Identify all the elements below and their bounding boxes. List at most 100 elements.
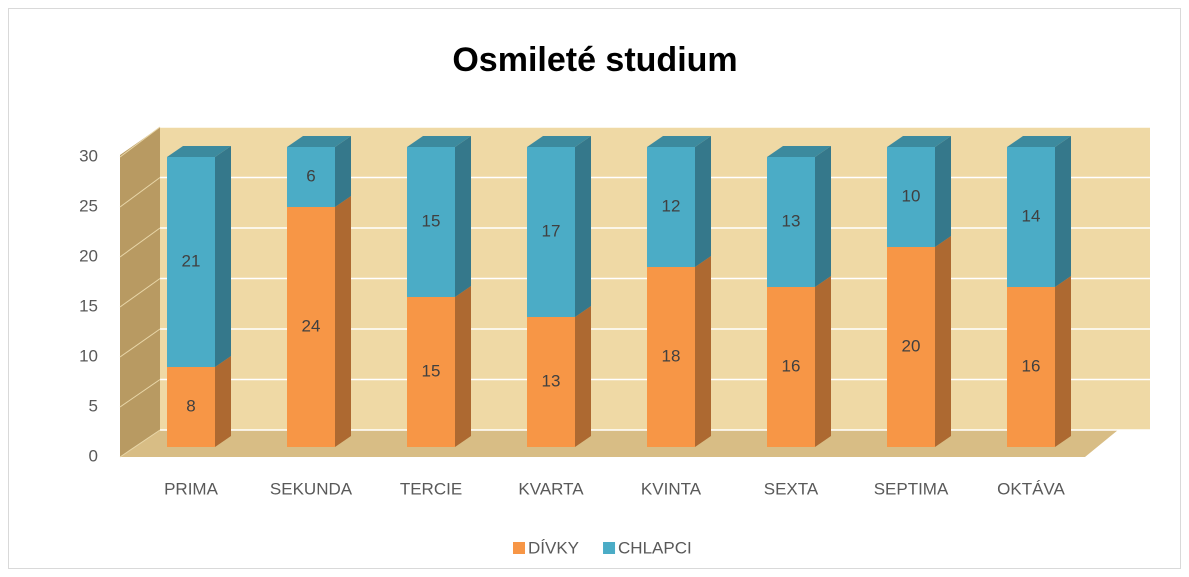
bar-front xyxy=(887,147,935,247)
data-label: 18 xyxy=(662,346,681,365)
bar-front xyxy=(647,147,695,267)
x-tick-label: KVINTA xyxy=(641,479,702,498)
grid-line-side xyxy=(119,177,161,208)
bar-side xyxy=(215,146,231,367)
bar-side xyxy=(935,236,951,447)
bar-segment xyxy=(287,136,351,207)
floor xyxy=(120,430,1118,457)
y-tick-label: 20 xyxy=(79,246,98,265)
y-tick-label: 30 xyxy=(79,146,98,165)
bar-top xyxy=(887,136,951,147)
legend-swatch xyxy=(603,542,616,554)
bar-side xyxy=(815,146,831,287)
bar-front xyxy=(167,367,215,447)
bar-segment xyxy=(887,236,951,447)
bar-side xyxy=(935,136,951,247)
bar-side xyxy=(575,136,591,317)
bar-front xyxy=(287,147,335,207)
grid-line-side xyxy=(119,278,161,308)
legend-label: DÍVKY xyxy=(528,538,579,557)
bar-top xyxy=(647,136,711,147)
bar-side xyxy=(695,256,711,447)
data-label: 12 xyxy=(662,196,681,215)
data-label: 13 xyxy=(782,211,801,230)
bar-top xyxy=(527,136,591,147)
data-label: 16 xyxy=(1022,356,1041,375)
y-tick-label: 25 xyxy=(79,196,98,215)
grid-line-side xyxy=(119,126,161,158)
bar-top xyxy=(767,146,831,157)
data-label: 13 xyxy=(542,371,561,390)
data-label: 10 xyxy=(902,186,921,205)
bar-front xyxy=(767,287,815,447)
bar-front xyxy=(1007,287,1055,447)
bar-side xyxy=(1055,136,1071,287)
bar-top xyxy=(407,136,471,147)
grid-line-side xyxy=(119,227,161,258)
x-tick-label: SEKUNDA xyxy=(270,479,353,498)
legend-label: CHLAPCI xyxy=(618,538,692,557)
bar-front xyxy=(527,317,575,447)
bars xyxy=(167,136,1071,447)
data-label: 8 xyxy=(186,396,195,415)
labels: 0 5 10 15 20 25 30 PRIMA 8 21 SEKUNDA 24 6 TERCIE 15 15… xyxy=(79,146,1065,557)
bar-front xyxy=(647,267,695,447)
data-label: 15 xyxy=(422,361,441,380)
legend-swatch xyxy=(513,542,525,554)
bar-segment xyxy=(167,356,231,447)
data-label: 6 xyxy=(306,166,315,185)
grid-line-side xyxy=(119,328,161,358)
data-label: 17 xyxy=(542,221,561,240)
grid-line-side xyxy=(119,429,161,458)
bar-segment xyxy=(1007,136,1071,287)
x-tick-label: SEXTA xyxy=(764,479,819,498)
bar-front xyxy=(887,247,935,447)
data-label: 21 xyxy=(182,251,201,270)
x-tick-label: PRIMA xyxy=(164,479,219,498)
bar-top xyxy=(287,136,351,147)
bar-segment xyxy=(527,136,591,317)
bar-side xyxy=(1055,276,1071,447)
bar-top xyxy=(167,146,231,157)
bar-segment xyxy=(887,136,951,247)
bar-side xyxy=(335,196,351,447)
bar-segment xyxy=(647,136,711,267)
data-label: 16 xyxy=(782,356,801,375)
bar-front xyxy=(167,157,215,367)
bar-front xyxy=(407,147,455,297)
bar-side xyxy=(695,136,711,267)
x-tick-label: OKTÁVA xyxy=(997,479,1065,498)
x-tick-label: TERCIE xyxy=(400,479,462,498)
y-tick-label: 0 xyxy=(89,446,98,465)
bar-front xyxy=(407,297,455,447)
bar-side xyxy=(575,306,591,447)
x-tick-label: KVARTA xyxy=(518,479,584,498)
data-label: 14 xyxy=(1022,206,1041,225)
side-wall xyxy=(120,127,160,457)
data-label: 20 xyxy=(902,336,921,355)
grid-line-side xyxy=(119,379,161,408)
chart-title: Osmileté studium xyxy=(452,41,737,79)
bar-segment xyxy=(407,136,471,297)
bar-front xyxy=(527,147,575,317)
bar-front xyxy=(287,207,335,447)
y-tick-label: 10 xyxy=(79,346,98,365)
y-tick-label: 5 xyxy=(89,396,98,415)
x-tick-label: SEPTIMA xyxy=(874,479,949,498)
bar-side xyxy=(455,286,471,447)
bar-front xyxy=(767,157,815,287)
bar-front xyxy=(1007,147,1055,287)
bar-side xyxy=(815,276,831,447)
bar-side xyxy=(335,136,351,207)
data-label: 24 xyxy=(302,316,321,335)
data-label: 15 xyxy=(422,211,441,230)
y-tick-label: 15 xyxy=(79,296,98,315)
bar-side xyxy=(455,136,471,297)
bar-segment xyxy=(767,276,831,447)
bar-top xyxy=(1007,136,1071,147)
bar-side xyxy=(215,356,231,447)
bar-segment xyxy=(767,146,831,287)
bar-segment xyxy=(1007,276,1071,447)
